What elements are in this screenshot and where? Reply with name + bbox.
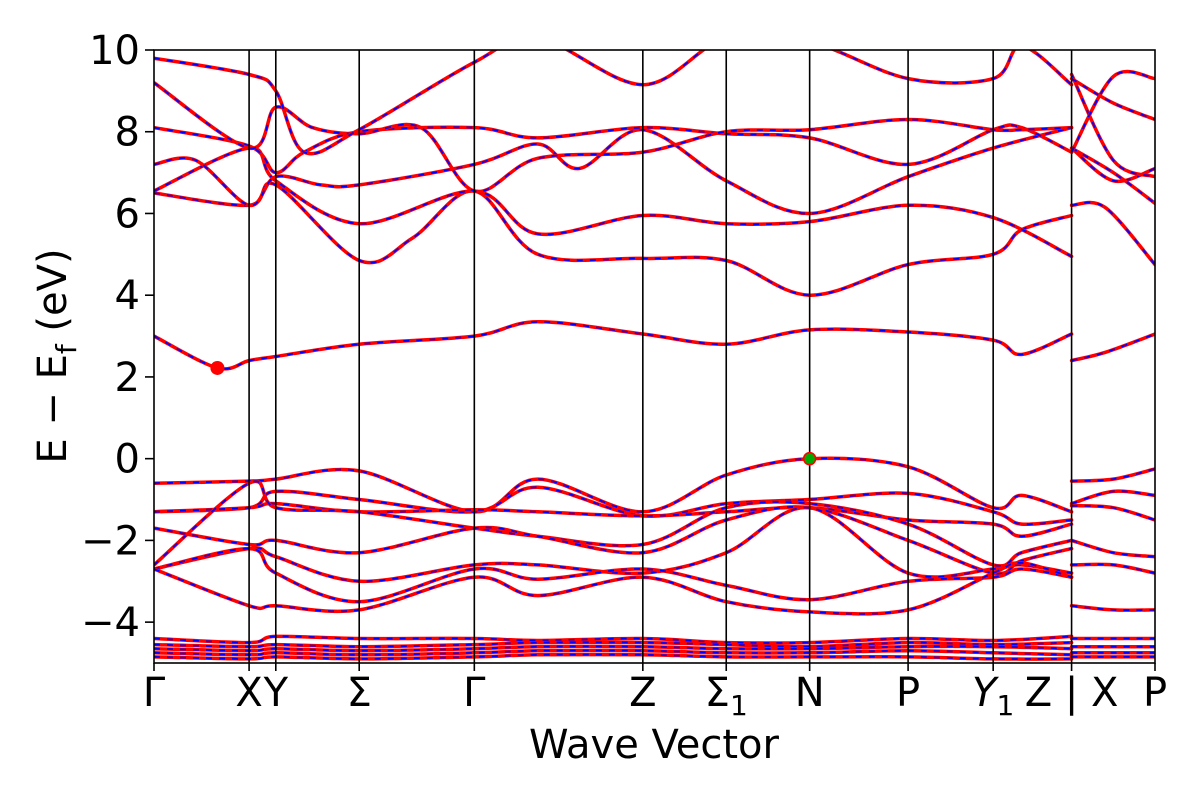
band-line (154, 479, 1074, 568)
band-line-dashed (1071, 604, 1155, 612)
plot-frame (153, 49, 1156, 664)
y-tick-label: 4 (115, 273, 140, 319)
band-line-dashed (154, 547, 1072, 603)
band-line-dashed (154, 126, 1072, 215)
band-line (154, 320, 1074, 371)
x-tick-label: Γ (143, 670, 166, 716)
y-tick-label: 8 (115, 110, 140, 156)
band-line-dashed (1071, 201, 1155, 266)
x-axis-label: Wave Vector (529, 722, 780, 768)
y-tick-label: 6 (115, 191, 140, 237)
y-tick-label: 10 (89, 28, 140, 74)
x-tick-label: Y1 (972, 670, 1014, 722)
band-line (154, 546, 1074, 604)
band-line (1069, 489, 1155, 506)
band-line-dashed (154, 635, 1072, 644)
band-line-dashed (1071, 77, 1155, 121)
band-line-dashed (154, 147, 1073, 258)
x-tick-label: P (1143, 670, 1167, 716)
band-line-dashed (1070, 74, 1155, 178)
y-tick-label: −2 (81, 518, 140, 564)
x-tick-label: Σ1 (705, 670, 748, 722)
band-line-dashed (1071, 147, 1155, 183)
markers-layer (210, 360, 817, 466)
band-line-dashed (154, 182, 1072, 297)
band-line (1069, 538, 1155, 559)
band-line-dashed (154, 457, 1072, 513)
band-line-dashed (1071, 504, 1155, 521)
band-line-dashed (1071, 539, 1155, 558)
bands-layer (154, 50, 1155, 661)
cbm-marker (210, 360, 225, 375)
y-tick-label: 2 (115, 355, 140, 401)
band-line (1069, 200, 1155, 267)
band-line-dashed (1071, 563, 1155, 574)
y-axis-label: E − Ef (eV) (30, 248, 83, 463)
x-tick-label: Σ (347, 670, 372, 716)
x-tick-label: X (235, 670, 262, 716)
y-tick-label: −4 (81, 600, 140, 646)
y-tick-label: 0 (115, 437, 140, 483)
band-line-dashed (154, 50, 1073, 155)
x-tick-label: N (795, 670, 825, 716)
x-tick-label: Z | X (1025, 670, 1119, 716)
x-axis-ticks: Γ X Y Σ Γ Z Σ1 N P Y1 Z | X P (143, 663, 1167, 722)
x-tick-label: Y (263, 670, 289, 716)
band-line (154, 125, 1074, 216)
x-tick-label: P (896, 670, 920, 716)
kpoint-lines (248, 50, 1073, 663)
y-axis-ticks: −4 −2 0 2 4 6 8 10 (81, 28, 154, 646)
band-line (1069, 332, 1155, 363)
band-line (1069, 146, 1155, 206)
band-line (154, 146, 1074, 259)
x-tick-label: Γ (463, 670, 486, 716)
band-line-dashed (1071, 490, 1155, 505)
band-line-dashed (1070, 70, 1155, 153)
band-line (154, 50, 1074, 156)
x-tick-label: Z (629, 670, 656, 716)
band-line-dashed (154, 124, 1072, 174)
band-line-dashed (154, 480, 1072, 567)
band-line (154, 181, 1074, 297)
vbm-marker (802, 451, 817, 466)
band-line (1069, 69, 1155, 154)
band-line-dashed (1071, 468, 1155, 482)
